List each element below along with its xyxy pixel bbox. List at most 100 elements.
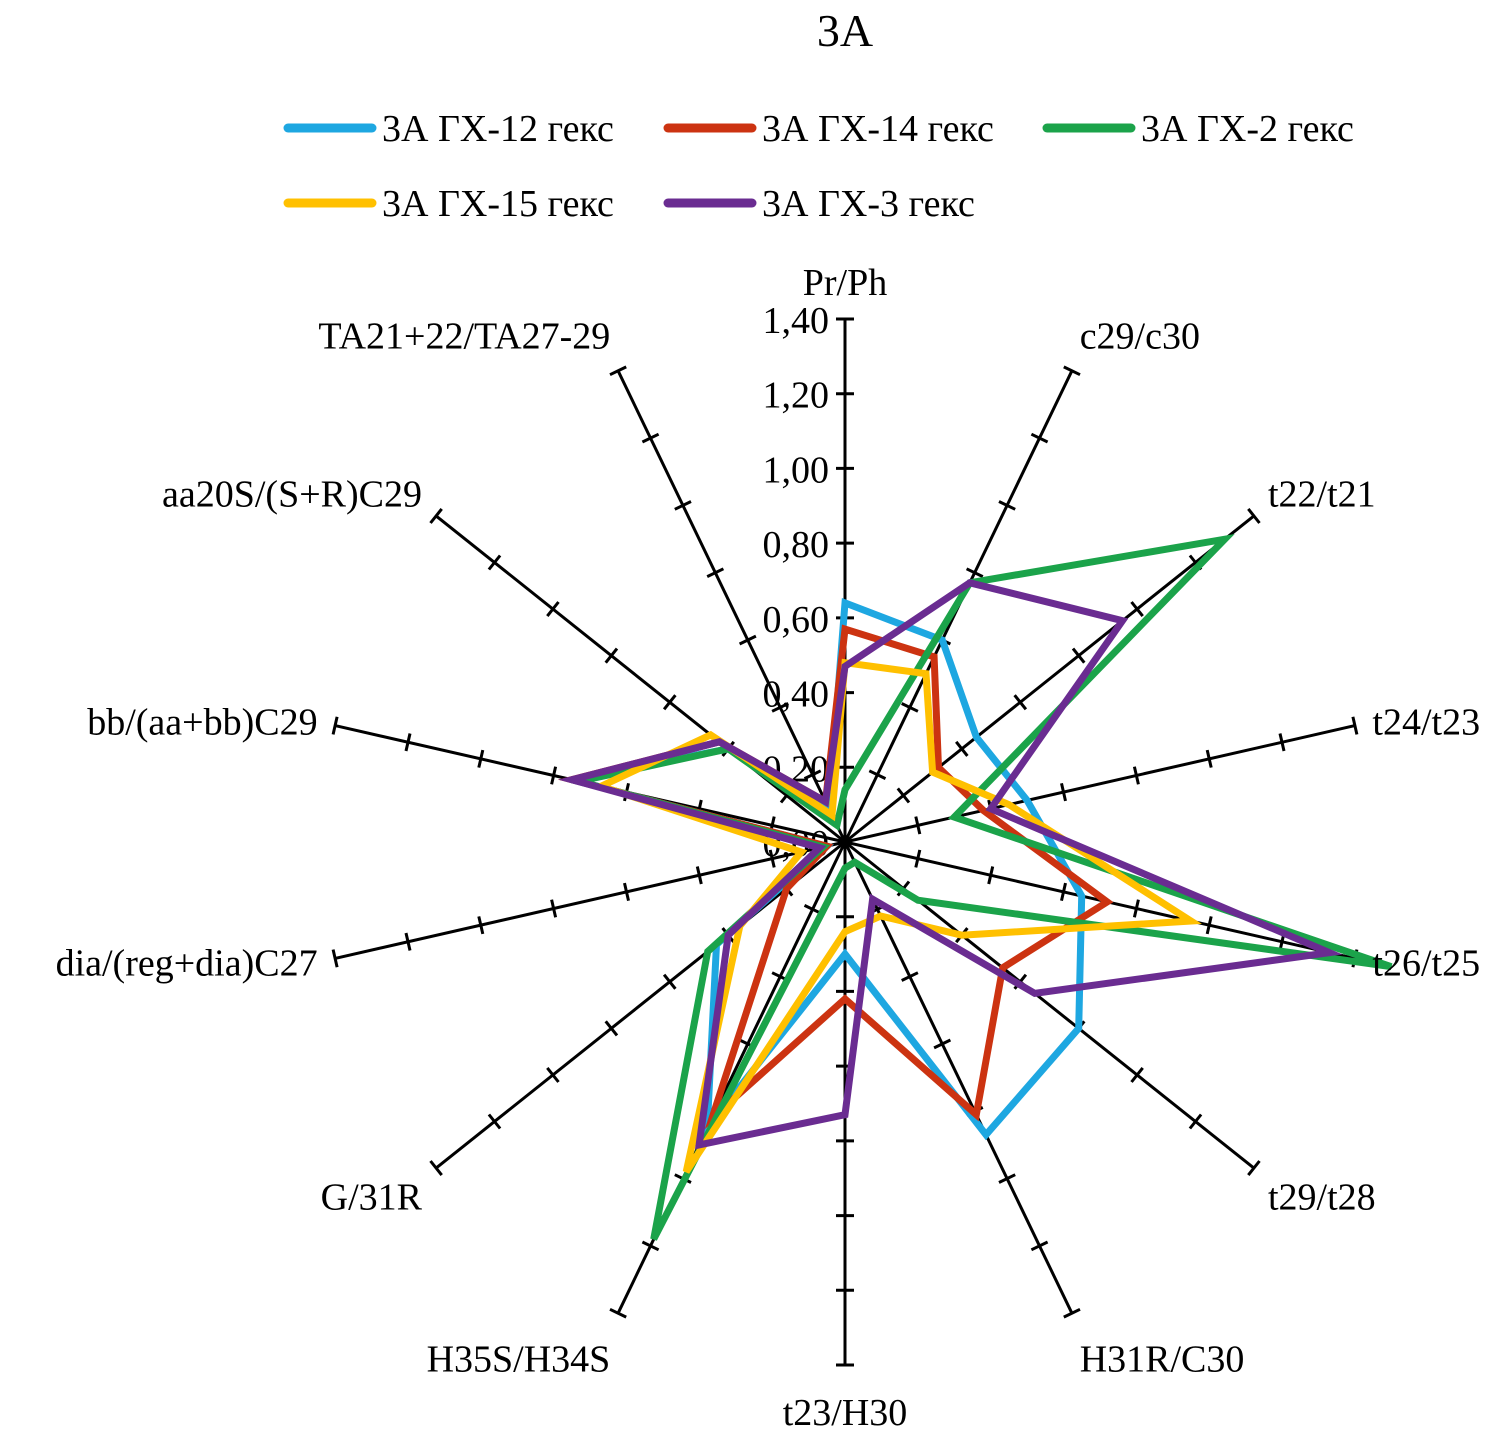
tick-mark bbox=[1188, 1113, 1203, 1130]
tick-mark bbox=[1071, 647, 1086, 664]
tick-mark bbox=[1351, 716, 1359, 735]
tick-mark bbox=[803, 769, 822, 780]
axis-spoke-8 bbox=[616, 841, 847, 1314]
chart-legend: 3А ГХ-12 гекс 3А ГХ-14 гекс 3А ГХ-2 гекс 3А… bbox=[283, 108, 1354, 225]
tick-mark bbox=[1205, 916, 1213, 935]
tick-mark bbox=[331, 949, 339, 968]
axis-labels: Pr/Ph c29/c30 t22/t21 t24/t23 t26/t25 t29/t28… bbox=[56, 262, 1481, 1434]
axis-spoke-10 bbox=[334, 840, 846, 960]
series-line-2 bbox=[578, 533, 1393, 1241]
tick-mark bbox=[1278, 733, 1286, 752]
axis-spoke-12 bbox=[435, 514, 846, 844]
tick-mark bbox=[987, 866, 995, 885]
axis-label: TA21+22/TA27-29 bbox=[318, 316, 610, 358]
axis-spoke-6 bbox=[843, 841, 1074, 1314]
tick-mark bbox=[965, 567, 984, 578]
tick-mark bbox=[662, 973, 677, 990]
tick-mark bbox=[1063, 365, 1081, 377]
legend-item: 3А ГХ-2 гекс bbox=[1042, 108, 1354, 150]
legend-label: 3А ГХ-12 гекс bbox=[382, 108, 614, 150]
tick-mark bbox=[1130, 1066, 1144, 1083]
axis-label: bb/(aa+bb)C29 bbox=[87, 702, 317, 744]
tick-mark bbox=[771, 702, 789, 713]
axis-spoke-9 bbox=[435, 840, 846, 1170]
chart-title: 3А bbox=[817, 5, 873, 56]
tick-label: 0,80 bbox=[763, 524, 830, 566]
tick-mark bbox=[1247, 507, 1261, 524]
tick-mark bbox=[429, 1160, 443, 1177]
tick-mark bbox=[623, 882, 630, 902]
tick-mark bbox=[609, 365, 627, 377]
axis-label: t24/t23 bbox=[1372, 702, 1480, 744]
axis-label: aa20S/(S+R)C29 bbox=[162, 474, 422, 516]
axis-spoke-2 bbox=[844, 514, 1255, 844]
axis-spoke-3 bbox=[844, 724, 1356, 844]
axis-label: t22/t21 bbox=[1268, 474, 1376, 516]
tick-mark bbox=[546, 601, 560, 618]
legend-item: 3А ГХ-3 гекс bbox=[663, 183, 975, 225]
tick-mark bbox=[901, 702, 919, 713]
axis-label: G/31R bbox=[321, 1176, 423, 1218]
tick-mark bbox=[331, 716, 339, 735]
tick-mark bbox=[868, 769, 887, 780]
tick-mark bbox=[487, 1113, 502, 1130]
tick-mark bbox=[546, 1066, 560, 1083]
tick-label: 0,40 bbox=[763, 674, 830, 716]
legend-label: 3А ГХ-3 гекс bbox=[762, 183, 975, 225]
tick-label: 0,60 bbox=[763, 599, 830, 641]
tick-mark bbox=[955, 740, 969, 757]
radar-grid bbox=[331, 317, 1359, 1367]
tick-mark bbox=[1132, 766, 1140, 785]
legend-label: 3А ГХ-2 гекс bbox=[1141, 108, 1354, 150]
tick-mark bbox=[477, 916, 485, 935]
legend-item: 3А ГХ-15 гекс bbox=[283, 183, 614, 225]
tick-mark bbox=[1130, 601, 1144, 618]
tick-mark bbox=[477, 749, 485, 768]
tick-mark bbox=[998, 500, 1016, 511]
tick-mark bbox=[641, 1240, 660, 1252]
axis-label: Pr/Ph bbox=[803, 262, 887, 304]
tick-mark bbox=[803, 904, 822, 915]
tick-mark bbox=[429, 507, 443, 524]
tick-mark bbox=[404, 733, 412, 752]
tick-mark bbox=[1063, 1307, 1081, 1319]
tick-mark bbox=[550, 766, 558, 785]
tick-mark bbox=[738, 634, 757, 646]
legend-item: 3А ГХ-12 гекс bbox=[283, 108, 614, 150]
tick-mark bbox=[604, 1020, 619, 1037]
axis-label: c29/c30 bbox=[1080, 316, 1200, 358]
tick-mark bbox=[487, 554, 502, 571]
tick-label: 1,20 bbox=[763, 375, 830, 417]
tick-mark bbox=[609, 1307, 627, 1319]
axis-label: t29/t28 bbox=[1268, 1176, 1376, 1218]
legend-label: 3А ГХ-15 гекс bbox=[382, 183, 614, 225]
axis-label: dia/(reg+dia)C27 bbox=[56, 942, 318, 984]
tick-mark bbox=[404, 932, 412, 951]
tick-mark bbox=[914, 816, 922, 835]
tick-mark bbox=[1205, 749, 1213, 768]
tick-mark bbox=[1060, 882, 1067, 902]
tick-mark bbox=[1030, 432, 1049, 444]
tick-mark bbox=[933, 1038, 952, 1050]
tick-mark bbox=[604, 647, 619, 664]
tick-mark bbox=[674, 500, 692, 511]
tick-mark bbox=[706, 567, 725, 578]
tick-mark bbox=[662, 694, 677, 711]
axis-label: t23/H30 bbox=[783, 1392, 908, 1434]
series-line-4 bbox=[558, 579, 1343, 1150]
tick-mark bbox=[695, 866, 703, 885]
axis-spoke-13 bbox=[616, 370, 847, 843]
legend-item: 3А ГХ-14 гекс bbox=[663, 108, 994, 150]
tick-label: 1,00 bbox=[763, 449, 830, 491]
tick-mark bbox=[1247, 1160, 1261, 1177]
axis-label: H31R/C30 bbox=[1080, 1338, 1245, 1380]
tick-mark bbox=[914, 849, 922, 868]
tick-mark bbox=[1060, 782, 1067, 802]
tick-label: 1,40 bbox=[763, 300, 830, 342]
tick-mark bbox=[1132, 899, 1140, 918]
axis-label: t26/t25 bbox=[1372, 942, 1480, 984]
tick-mark bbox=[901, 971, 919, 982]
tick-mark bbox=[1013, 694, 1028, 711]
